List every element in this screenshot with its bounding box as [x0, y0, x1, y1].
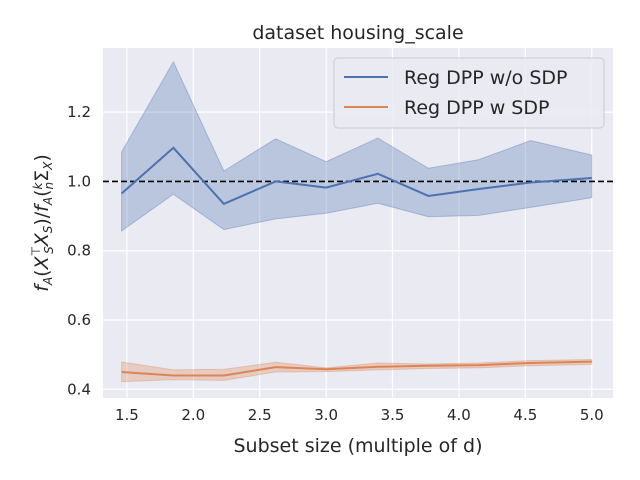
x-tick-label: 2.0 [181, 406, 205, 424]
legend-label-reg-dpp-w-sdp: Reg DPP w SDP [404, 97, 549, 119]
series-lines [120, 146, 592, 377]
x-tick-label: 1.5 [115, 406, 139, 424]
x-tick-label: 3.0 [314, 406, 338, 424]
legend: Reg DPP w/o SDP Reg DPP w SDP [333, 57, 605, 129]
x-tick-labels: 1.5 2.0 2.5 3.0 3.5 4.0 4.5 5.0 [115, 406, 604, 424]
y-tick-label: 1.0 [67, 172, 91, 190]
x-axis-label: Subset size (multiple of d) [234, 435, 483, 457]
x-tick-label: 5.0 [580, 406, 604, 424]
y-tick-label: 0.6 [67, 311, 91, 329]
y-tick-label: 1.2 [67, 103, 91, 121]
line-reg-dpp-wo-sdp [120, 146, 592, 206]
y-axis-label: fA(X⊤SXS)/fA(knΣX) [29, 154, 56, 292]
x-tick-label: 2.5 [248, 406, 272, 424]
svg-text:fA(X⊤SXS)/fA(knΣX): fA(X⊤SXS)/fA(knΣX) [29, 154, 56, 292]
legend-label-reg-dpp-wo-sdp: Reg DPP w/o SDP [404, 67, 567, 89]
y-tick-label: 0.4 [67, 380, 91, 398]
x-tick-label: 4.5 [513, 406, 537, 424]
y-tick-labels: 0.4 0.6 0.8 1.0 1.2 [67, 103, 91, 398]
line-reg-dpp-w-sdp [121, 360, 592, 377]
chart-title: dataset housing_scale [252, 22, 463, 44]
x-tick-label: 3.5 [381, 406, 405, 424]
x-tick-label: 4.0 [447, 406, 471, 424]
y-tick-label: 0.8 [67, 242, 91, 260]
legend-box [333, 57, 605, 129]
